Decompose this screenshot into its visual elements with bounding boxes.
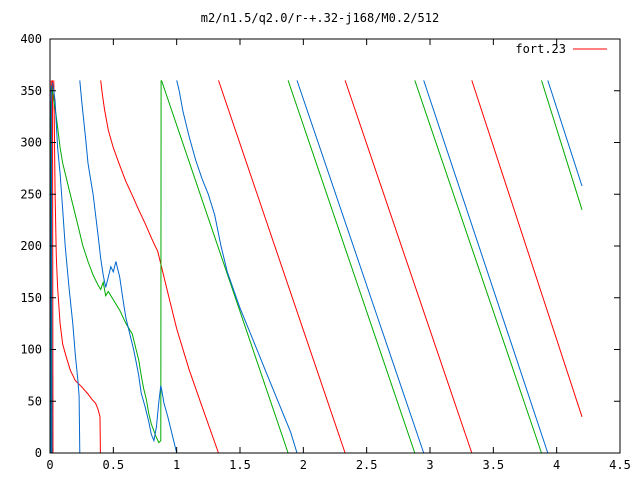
- series-1-segment-5: [100, 80, 219, 454]
- x-tick-label: 3: [426, 458, 433, 472]
- x-tick-label: 2.5: [356, 458, 378, 472]
- series-1-segment-7: [344, 80, 473, 454]
- series-3-segment-8: [547, 80, 583, 187]
- series-3-segment-6: [296, 80, 425, 454]
- y-tick-label: 100: [20, 343, 42, 357]
- legend: fort.23: [515, 42, 607, 56]
- series-3-segment-3: [52, 82, 81, 454]
- y-tick-label: 200: [20, 239, 42, 253]
- legend-label: fort.23: [515, 42, 566, 56]
- series-3: [49, 80, 583, 454]
- chart-title: m2/n1.5/q2.0/r-+.32-j168/M0.2/512: [201, 11, 439, 25]
- series-2-segment-7: [541, 80, 583, 210]
- x-tick-label: 0.5: [102, 458, 124, 472]
- series-1-segment-8: [471, 80, 583, 417]
- y-tick-label: 300: [20, 136, 42, 150]
- series-1-segment-6: [218, 80, 346, 454]
- series-2-segment-6: [414, 80, 542, 454]
- plot-area: [49, 80, 583, 454]
- x-tick-label: 1: [173, 458, 180, 472]
- series-2-segment-2: [50, 101, 52, 454]
- series-3-segment-2: [50, 85, 53, 454]
- x-tick-label: 0: [46, 458, 53, 472]
- y-tick-label: 250: [20, 187, 42, 201]
- series-3-segment-7: [423, 80, 549, 454]
- y-tick-label: 50: [28, 394, 42, 408]
- series-3-segment-5: [176, 80, 298, 454]
- x-tick-label: 1.5: [229, 458, 251, 472]
- y-tick-label: 400: [20, 32, 42, 46]
- x-tick-label: 2: [300, 458, 307, 472]
- series-2-segment-4: [161, 80, 289, 454]
- series-1-segment-3: [52, 80, 54, 454]
- plot-border: [49, 38, 621, 454]
- series-2-segment-3: [51, 80, 162, 444]
- y-tick-label: 350: [20, 84, 42, 98]
- x-tick-label: 4.5: [609, 458, 631, 472]
- series-2-segment-5: [287, 80, 416, 454]
- axes: 0 0.5 1 1.5 2 2.5 3 3.5 4 4.5 0 50 100 150 200 250 300 35…: [20, 32, 631, 472]
- x-tick-label: 4: [553, 458, 560, 472]
- x-tick-label: 3.5: [482, 458, 504, 472]
- series-1-segment-4: [53, 80, 101, 454]
- y-tick-label: 150: [20, 291, 42, 305]
- y-tick-label: 0: [35, 446, 42, 460]
- series-3-segment-4: [79, 80, 178, 454]
